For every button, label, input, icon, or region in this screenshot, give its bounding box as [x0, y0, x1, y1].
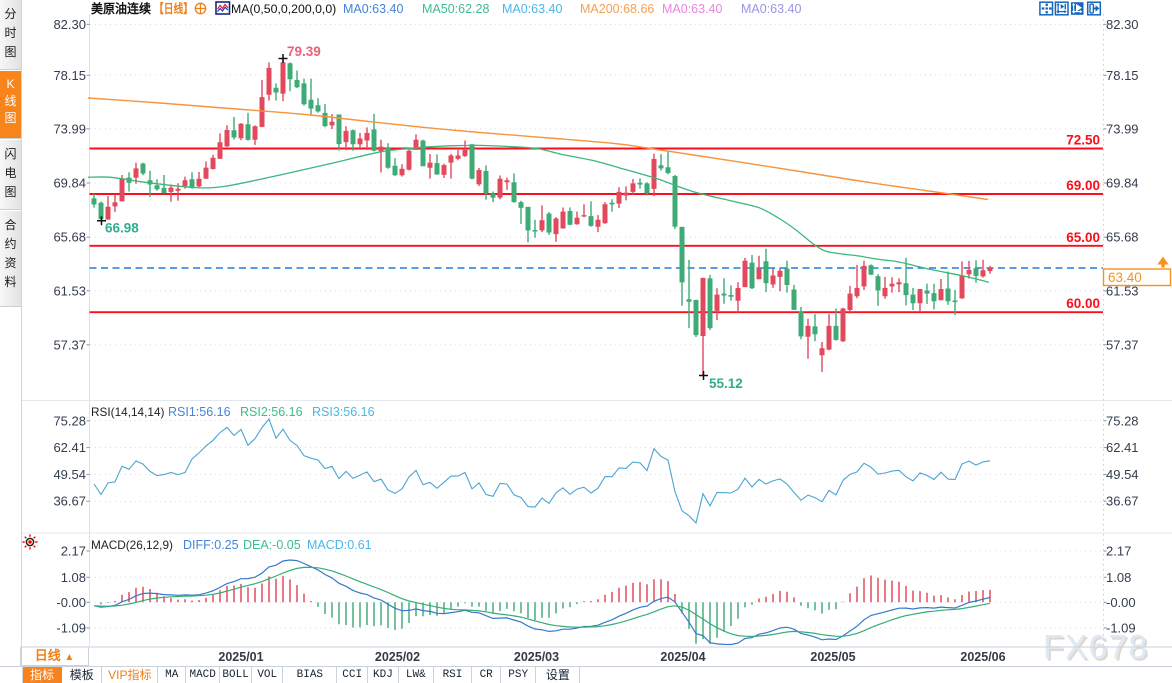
svg-text:MA50:62.28: MA50:62.28	[422, 2, 489, 16]
svg-text:36.67: 36.67	[53, 494, 86, 509]
svg-text:49.54: 49.54	[53, 467, 86, 482]
svg-text:1.08: 1.08	[61, 570, 86, 585]
svg-text:69.84: 69.84	[1106, 176, 1139, 191]
svg-text:1.08: 1.08	[1106, 570, 1131, 585]
svg-text:73.99: 73.99	[1106, 121, 1139, 136]
svg-text:2025/05: 2025/05	[810, 650, 855, 664]
svg-text:55.12: 55.12	[709, 376, 743, 391]
svg-text:78.15: 78.15	[1106, 68, 1139, 83]
svg-text:MACD:0.61: MACD:0.61	[307, 538, 372, 552]
svg-text:-0.00: -0.00	[56, 595, 86, 610]
svg-text:75.28: 75.28	[53, 413, 86, 428]
svg-text:RSI1:56.16: RSI1:56.16	[168, 405, 231, 419]
svg-text:2.17: 2.17	[61, 544, 86, 559]
svg-text:MA0:63.40: MA0:63.40	[741, 2, 802, 16]
svg-text:82.30: 82.30	[1106, 17, 1139, 32]
svg-text:65.68: 65.68	[53, 230, 86, 245]
svg-text:2025/01: 2025/01	[218, 650, 263, 664]
svg-text:66.98: 66.98	[105, 221, 139, 236]
svg-text:72.50: 72.50	[1066, 133, 1100, 148]
svg-text:49.54: 49.54	[1106, 467, 1139, 482]
svg-text:美原油连续: 美原油连续	[91, 1, 151, 16]
svg-text:79.39: 79.39	[287, 44, 321, 59]
svg-text:DEA:-0.05: DEA:-0.05	[243, 538, 301, 552]
svg-text:MA0:63.40: MA0:63.40	[343, 2, 404, 16]
svg-text:-0.00: -0.00	[1106, 595, 1136, 610]
svg-text:-1.09: -1.09	[56, 620, 86, 635]
svg-text:-1.09: -1.09	[1106, 620, 1136, 635]
svg-text:69.84: 69.84	[53, 176, 86, 191]
svg-text:DIFF:0.25: DIFF:0.25	[183, 538, 239, 552]
svg-text:62.41: 62.41	[1106, 440, 1139, 455]
svg-text:2025/04: 2025/04	[660, 650, 705, 664]
svg-text:RSI(14,14,14): RSI(14,14,14)	[91, 405, 165, 419]
svg-text:MA0:63.40: MA0:63.40	[502, 2, 563, 16]
svg-text:MA0:63.40: MA0:63.40	[662, 2, 723, 16]
svg-text:75.28: 75.28	[1106, 413, 1139, 428]
svg-text:MA(0,50,0,200,0,0): MA(0,50,0,200,0,0)	[231, 2, 336, 16]
svg-text:60.00: 60.00	[1066, 296, 1100, 311]
svg-text:57.37: 57.37	[1106, 337, 1139, 352]
svg-text:2025/02: 2025/02	[375, 650, 420, 664]
svg-text:FX678: FX678	[1045, 631, 1150, 669]
svg-text:RSI3:56.16: RSI3:56.16	[312, 405, 375, 419]
svg-text:78.15: 78.15	[53, 68, 86, 83]
svg-text:【日线】: 【日线】	[154, 1, 193, 16]
svg-text:36.67: 36.67	[1106, 494, 1139, 509]
svg-text:69.00: 69.00	[1066, 178, 1100, 193]
svg-text:82.30: 82.30	[53, 17, 86, 32]
svg-text:73.99: 73.99	[53, 121, 86, 136]
svg-text:57.37: 57.37	[53, 337, 86, 352]
svg-text:2025/03: 2025/03	[514, 650, 559, 664]
svg-text:2025/06: 2025/06	[960, 650, 1005, 664]
svg-text:65.00: 65.00	[1066, 230, 1100, 245]
svg-text:MA200:68.66: MA200:68.66	[580, 2, 654, 16]
svg-text:65.68: 65.68	[1106, 230, 1139, 245]
svg-text:62.41: 62.41	[53, 440, 86, 455]
svg-text:2.17: 2.17	[1106, 544, 1131, 559]
svg-text:61.53: 61.53	[1106, 283, 1139, 298]
svg-text:MACD(26,12,9): MACD(26,12,9)	[91, 538, 173, 552]
svg-text:RSI2:56.16: RSI2:56.16	[240, 405, 303, 419]
svg-text:61.53: 61.53	[53, 283, 86, 298]
svg-text:63.40: 63.40	[1108, 270, 1142, 285]
